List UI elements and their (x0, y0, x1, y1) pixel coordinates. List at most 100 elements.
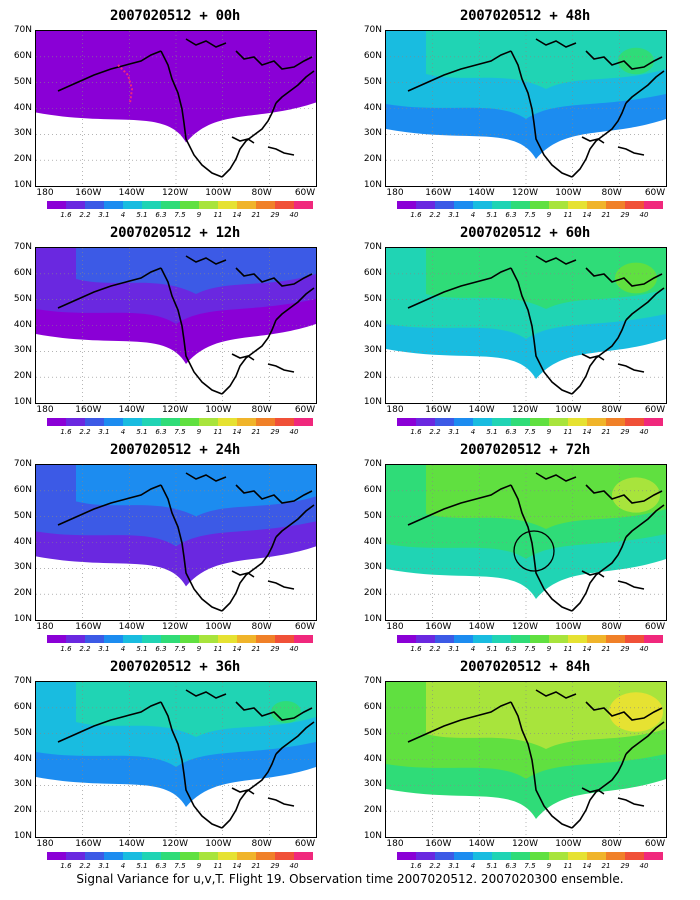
colorbar-tick: 9 (196, 428, 202, 436)
colorbar-swatch (66, 852, 85, 860)
colorbar-tick: 3.1 (448, 862, 460, 870)
colorbar-tick: 11 (563, 211, 573, 219)
colorbar-tick: 9 (196, 862, 202, 870)
coastline (185, 689, 227, 699)
longitude-label: 120W (161, 188, 189, 198)
latitude-label: 10N (363, 614, 382, 624)
panel-title: 2007020512 + 36h (109, 659, 241, 675)
coastline (160, 267, 223, 395)
colorbar-tick: 7.5 (174, 645, 186, 653)
longitude-label: 160W (75, 622, 102, 632)
flight-track (117, 64, 134, 104)
colorbar-swatch (454, 418, 473, 426)
colorbar-swatch (568, 852, 587, 860)
colorbar-tick: 7.5 (524, 428, 536, 436)
variance-maximum (615, 262, 657, 294)
colorbar-tick: 29 (620, 862, 630, 870)
colorbar (47, 201, 313, 209)
coastline (625, 721, 665, 755)
variance-map (385, 247, 667, 404)
map-canvas (386, 682, 666, 837)
coastline (221, 319, 277, 395)
longitude-label: 180 (36, 622, 54, 632)
colorbar-tick: 21 (601, 428, 611, 436)
variance-band-inner (426, 465, 666, 529)
colorbar-tick: 14 (582, 645, 592, 653)
colorbar-tick: 6.3 (505, 645, 517, 653)
coastline (571, 536, 627, 612)
map-panel: 2007020512 + 48h 70N 60N 50N 40N 30N 20N 10N 180… (350, 8, 685, 223)
colorbar-tick: 1.6 (60, 211, 72, 219)
colorbar-tick: 7.5 (174, 428, 186, 436)
colorbar-tick: 1.6 (410, 645, 422, 653)
colorbar-tick: 1.6 (410, 428, 422, 436)
coastline (57, 701, 162, 743)
latitude-label: 70N (13, 676, 32, 686)
colorbar-swatch (199, 201, 218, 209)
colorbar-swatch (142, 201, 161, 209)
colorbar-swatch (473, 635, 492, 643)
map-canvas (386, 31, 666, 186)
colorbar-swatch (397, 418, 416, 426)
colorbar-tick: 11 (213, 862, 223, 870)
colorbar-tick: 1.6 (410, 862, 422, 870)
longitude-label: 180 (386, 405, 404, 415)
latitude-label: 20N (363, 371, 382, 382)
longitude-label: 160W (425, 188, 452, 198)
colorbar-tick: 40 (639, 862, 649, 870)
colorbar-tick: 6.3 (155, 428, 167, 436)
colorbar-tick: 14 (582, 862, 592, 870)
coastline (267, 146, 295, 156)
variance-band-inner (426, 31, 666, 89)
colorbar-tick: 40 (289, 428, 299, 436)
longitude-label: 80W (601, 405, 622, 415)
variance-map (35, 464, 317, 621)
colorbar-swatch (275, 852, 294, 860)
coastline (160, 484, 223, 612)
variance-map (35, 30, 317, 187)
latitude-label: 40N (363, 102, 382, 113)
longitude-label: 80W (601, 188, 622, 198)
longitude-label: 80W (601, 839, 622, 849)
colorbar-swatch (47, 852, 66, 860)
colorbar-swatch (549, 635, 568, 643)
colorbar-swatch (104, 201, 123, 209)
latitude-label: 10N (363, 831, 382, 841)
colorbar (47, 635, 313, 643)
colorbar-tick: 2.2 (79, 211, 91, 219)
colorbar-swatch (161, 418, 180, 426)
coastline (535, 255, 577, 265)
colorbar-tick: 6.3 (155, 211, 167, 219)
colorbar-swatch (123, 852, 142, 860)
latitude-label: 30N (363, 562, 382, 573)
latitude-label: 40N (363, 319, 382, 330)
colorbar-swatch (454, 201, 473, 209)
colorbar-swatch (606, 852, 625, 860)
longitude-label: 120W (161, 622, 189, 632)
colorbar-swatch (644, 418, 663, 426)
longitude-label: 100W (555, 405, 582, 415)
colorbar-tick: 21 (601, 645, 611, 653)
colorbar-swatch (85, 635, 104, 643)
colorbar-tick: 9 (546, 428, 552, 436)
colorbar-tick: 1.6 (60, 428, 72, 436)
map-canvas (386, 465, 666, 620)
colorbar-swatch (530, 201, 549, 209)
colorbar-swatch (606, 418, 625, 426)
coastline (625, 70, 665, 104)
latitude-label: 40N (13, 753, 32, 764)
colorbar-tick: 3.1 (448, 211, 460, 219)
coastline (617, 146, 645, 156)
latitude-label: 20N (363, 588, 382, 599)
colorbar-tick: 14 (582, 428, 592, 436)
colorbar-swatch (568, 418, 587, 426)
latitude-label: 10N (13, 614, 32, 624)
colorbar-swatch (530, 418, 549, 426)
latitude-label: 20N (13, 588, 32, 599)
longitude-label: 60W (644, 405, 666, 415)
colorbar-swatch (492, 418, 511, 426)
latitude-label: 60N (13, 267, 32, 278)
colorbar-tick: 3.1 (448, 645, 460, 653)
colorbar-tick: 29 (620, 211, 630, 219)
figure-caption: Signal Variance for u,v,T. Flight 19. Ob… (76, 872, 624, 886)
